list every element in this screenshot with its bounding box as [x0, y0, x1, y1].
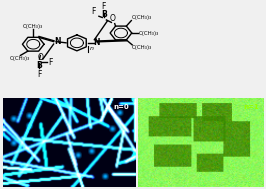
Text: F: F — [102, 2, 106, 11]
Text: C(CH₃)₃: C(CH₃)₃ — [23, 24, 43, 29]
Text: B: B — [37, 61, 42, 70]
Text: n=1: n=1 — [244, 105, 260, 111]
Text: C(CH₃)₃: C(CH₃)₃ — [131, 15, 152, 20]
Text: C(CH₃)₃: C(CH₃)₃ — [132, 45, 152, 50]
Text: F: F — [37, 70, 42, 79]
Text: N: N — [93, 38, 99, 47]
Text: C(CH₃)₃: C(CH₃)₃ — [139, 30, 159, 36]
Text: O: O — [38, 53, 43, 62]
Text: C(CH₃)₃: C(CH₃)₃ — [10, 56, 31, 61]
Text: n: n — [89, 46, 93, 51]
Text: n=0: n=0 — [113, 105, 129, 111]
Text: F: F — [49, 58, 53, 67]
Text: N: N — [55, 37, 61, 46]
Text: B: B — [101, 10, 107, 19]
Text: F: F — [91, 7, 95, 16]
Text: O: O — [110, 14, 116, 23]
